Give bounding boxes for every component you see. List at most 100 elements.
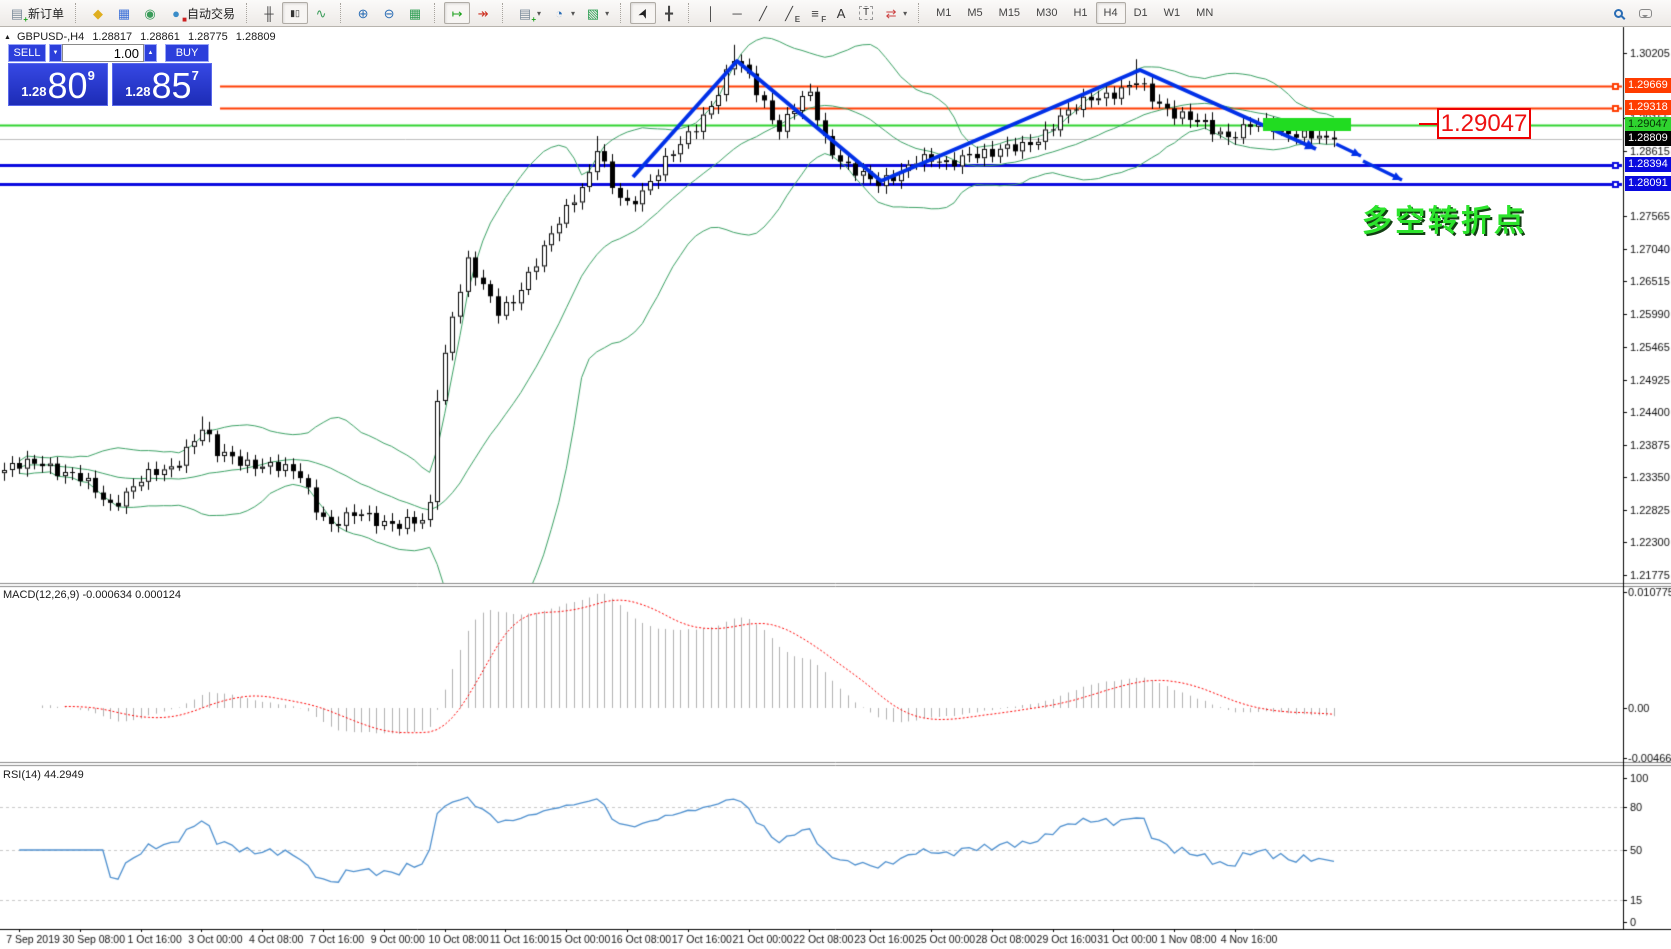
trend-icon: ╱ — [759, 5, 767, 21]
crosshair-icon: ╋ — [665, 5, 673, 21]
auto-scroll-button[interactable]: ↦ — [444, 2, 471, 24]
price-badge: 1.28394 — [1625, 157, 1671, 172]
zoom-out-icon: ⊖ — [383, 5, 395, 21]
zoom-in-icon: ⊕ — [357, 5, 369, 21]
indicator-icon: ▧ — [586, 5, 600, 21]
toolbar-right — [1609, 2, 1667, 24]
dropdown-arrow-icon[interactable]: ▾ — [571, 8, 576, 18]
tf-MN[interactable]: MN — [1188, 2, 1221, 24]
dropdown-arrow-icon[interactable]: ▾ — [605, 8, 610, 18]
overlay-glyph: E — [794, 15, 801, 24]
shift-icon: ↠ — [477, 5, 489, 21]
doc-plus-icon: ▤ + — [10, 5, 28, 24]
zoom-out-button[interactable]: ⊖ — [376, 2, 402, 24]
price-badge: 1.29047 — [1625, 117, 1671, 132]
autotrading-button[interactable]: ● ■ 自动交易 — [163, 2, 240, 24]
line-chart-button[interactable]: ∿ — [308, 2, 334, 24]
buy-button[interactable]: BUY — [165, 44, 209, 62]
channel-button[interactable]: ╱ E — [776, 2, 802, 24]
tf-M5[interactable]: M5 — [959, 2, 990, 24]
sell-price-button[interactable]: 1.28 80 9 — [8, 63, 108, 106]
candle-chart-button[interactable]: ▮▯ — [282, 2, 309, 24]
period-button[interactable]: ◔ ▾ — [546, 2, 580, 24]
turning-point-annotation[interactable]: 多空转折点 — [1362, 205, 1527, 238]
dropdown-arrow-icon[interactable]: ▾ — [537, 8, 542, 18]
ohlc-low: 1.28775 — [187, 31, 228, 43]
sell-button[interactable]: SELL — [8, 44, 46, 62]
tf-M1-label: M1 — [936, 7, 952, 19]
market-watch-button[interactable]: ◆ — [85, 2, 111, 24]
candles-icon: ▮▯ — [290, 7, 300, 18]
cone-icon: ◆ — [93, 5, 104, 21]
toolbar-separator — [918, 3, 925, 23]
cursor-icon: ➤ — [633, 4, 653, 22]
tf-H1[interactable]: H1 — [1065, 2, 1095, 24]
hline-button[interactable]: ─ — [724, 2, 750, 24]
zoom-in-button[interactable]: ⊕ — [350, 2, 376, 24]
tf-M30[interactable]: M30 — [1028, 2, 1065, 24]
tf-M15[interactable]: M15 — [991, 2, 1028, 24]
buy-price-button[interactable]: 1.28 85 7 — [112, 63, 212, 106]
price-badge: 1.29318 — [1625, 100, 1671, 115]
linechart-icon: ∿ — [315, 5, 327, 21]
tf-H4[interactable]: H4 — [1095, 2, 1126, 24]
cursor-button[interactable]: ➤ — [630, 2, 657, 24]
tf-D1[interactable]: D1 — [1126, 2, 1156, 24]
templates-button[interactable]: ▤ + ▾ — [512, 2, 546, 24]
trendline-button[interactable]: ╱ — [750, 2, 776, 24]
tf-W1[interactable]: W1 — [1156, 2, 1189, 24]
volume-increase-button[interactable]: ▲ — [144, 44, 157, 62]
clock-icon: ◔ — [555, 5, 563, 21]
buy-price-big: 85 — [151, 64, 192, 106]
bar-chart-button[interactable]: ╫ — [256, 2, 282, 24]
volume-decrease-button[interactable]: ▼ — [49, 44, 62, 62]
toolbar-separator — [246, 3, 253, 23]
sell-price-big: 80 — [47, 64, 88, 106]
target-icon: ◉ — [144, 5, 156, 21]
toolbar: ▤ + 新订单 ◆ ▦ ◉ ● ■ 自动交易 ╫ ▮▯ ∿ ⊕ ⊖ ▦ ↦ ↠ ▤ + ▾ ◔ ▾ ▧ ▾ ➤ ╋ │ ─ ╱ ╱ E ≡ F A… — [0, 0, 1671, 27]
chart-ohlc-title: ▲ GBPUSD-,H4 1.28817 1.28861 1.28775 1.2… — [4, 31, 281, 43]
toolbar-separator — [688, 3, 695, 23]
tf-M1[interactable]: M1 — [928, 2, 959, 24]
data-window-button[interactable]: ▦ — [111, 2, 137, 24]
tile-windows-button[interactable]: ▦ — [402, 2, 428, 24]
tf-W1-label: W1 — [1163, 7, 1181, 19]
navigator-button[interactable]: ◉ — [137, 2, 163, 24]
text-button[interactable]: A — [828, 2, 854, 24]
shapes-icon: ⇄ — [885, 5, 897, 21]
new-order-button[interactable]: ▤ + 新订单 — [4, 2, 69, 24]
shapes-button[interactable]: ⇄ ▾ — [878, 2, 912, 24]
dropdown-arrow-icon[interactable]: ▾ — [903, 8, 908, 18]
chat-icon — [1639, 8, 1652, 18]
overlay-glyph: ■ — [182, 15, 188, 24]
vline-button[interactable]: │ — [698, 2, 724, 24]
volume-input[interactable] — [62, 44, 144, 62]
autoscroll-icon: ↦ — [451, 5, 463, 21]
chat-button[interactable] — [1634, 2, 1657, 24]
chart-shift-button[interactable]: ↠ — [470, 2, 496, 24]
price-label-box[interactable]: 1.29047 — [1437, 108, 1531, 139]
overlay-glyph: F — [821, 15, 827, 24]
search-icon — [1614, 8, 1623, 18]
ohlc-high: 1.28861 — [140, 31, 180, 43]
sell-price-prefix: 1.28 — [21, 84, 47, 99]
search-button[interactable] — [1609, 2, 1628, 24]
globe-icon: ● ■ — [172, 5, 188, 24]
overlay-glyph: + — [23, 15, 28, 24]
fibo-button[interactable]: ≡ F — [802, 2, 828, 24]
textA-icon: A — [836, 5, 846, 21]
trade-panel-price-row: 1.28 80 9 1.28 85 7 — [8, 63, 212, 106]
bars-icon: ╫ — [264, 5, 274, 21]
one-click-trade-panel: SELL ▼ ▲ BUY 1.28 80 9 1.28 85 7 — [8, 44, 212, 106]
tf-D1-label: D1 — [1133, 7, 1148, 19]
toolbar-separator — [340, 3, 347, 23]
tf-M30-label: M30 — [1036, 7, 1058, 19]
tf-H1-label: H1 — [1073, 7, 1088, 19]
price-box-connector — [1419, 123, 1437, 125]
indicators-button[interactable]: ▧ ▾ — [580, 2, 614, 24]
label-button[interactable]: T — [854, 2, 878, 24]
new-order-button-label: 新订单 — [28, 6, 65, 21]
crosshair-button[interactable]: ╋ — [656, 2, 682, 24]
tf-H4-label: H4 — [1103, 7, 1118, 19]
